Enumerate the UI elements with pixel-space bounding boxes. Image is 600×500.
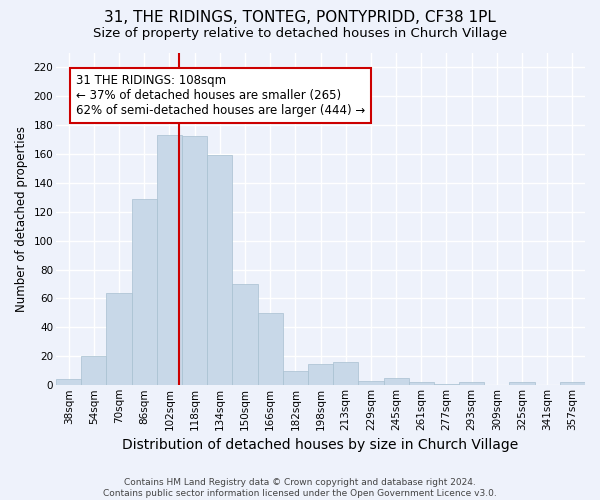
Bar (560, 382, 585, 386)
Text: Contains HM Land Registry data © Crown copyright and database right 2024.
Contai: Contains HM Land Registry data © Crown c… (103, 478, 497, 498)
Bar (157, 135, 182, 386)
Text: 31, THE RIDINGS, TONTEG, PONTYPRIDD, CF38 1PL: 31, THE RIDINGS, TONTEG, PONTYPRIDD, CF3… (104, 10, 496, 25)
Bar (207, 155, 232, 386)
Bar (232, 284, 257, 386)
X-axis label: Distribution of detached houses by size in Church Village: Distribution of detached houses by size … (122, 438, 518, 452)
Bar (358, 381, 383, 386)
Bar (509, 382, 535, 386)
Bar (283, 371, 308, 386)
Bar (182, 136, 207, 386)
Bar (131, 198, 157, 386)
Text: 31 THE RIDINGS: 108sqm
← 37% of detached houses are smaller (265)
62% of semi-de: 31 THE RIDINGS: 108sqm ← 37% of detached… (76, 74, 365, 117)
Bar (409, 382, 434, 386)
Text: Size of property relative to detached houses in Church Village: Size of property relative to detached ho… (93, 28, 507, 40)
Bar (106, 292, 131, 386)
Bar (459, 382, 484, 386)
Bar (81, 356, 106, 386)
Y-axis label: Number of detached properties: Number of detached properties (15, 126, 28, 312)
Bar (308, 364, 333, 386)
Bar (56, 380, 81, 386)
Bar (257, 313, 283, 386)
Bar (434, 384, 459, 386)
Bar (383, 378, 409, 386)
Bar (333, 362, 358, 386)
